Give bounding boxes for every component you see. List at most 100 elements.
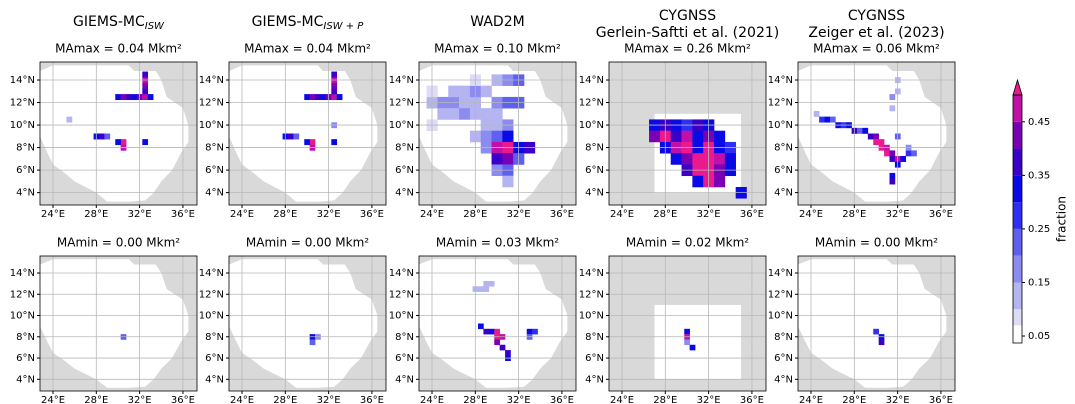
frame: [39, 255, 198, 392]
cell: [126, 94, 132, 101]
y-tick-label: 14°N: [389, 268, 414, 279]
colorbar-bin: [1013, 95, 1022, 122]
cell: [480, 130, 492, 143]
cell: [867, 133, 874, 140]
cell: [304, 94, 310, 101]
cell: [120, 94, 127, 101]
x-tick-label: 28°E: [273, 209, 297, 220]
x-tick-label: 24°E: [41, 395, 65, 404]
x-tick-label: 28°E: [842, 209, 866, 220]
colorbar-tick-label: 0.45: [1028, 117, 1050, 128]
cell: [692, 153, 704, 165]
cell: [293, 133, 300, 140]
subtitle: MAmin = 0.02 Mkm²: [626, 236, 749, 250]
cell: [499, 344, 506, 351]
cell: [147, 94, 154, 101]
x-tick-label: 32°E: [697, 209, 721, 220]
x-tick-label: 36°E: [550, 395, 574, 404]
colorbar-bin: [1013, 255, 1022, 283]
y-tick-label: 12°N: [579, 98, 604, 109]
x-tick-label: 32°E: [507, 395, 531, 404]
y-tick-label: 8°N: [585, 143, 604, 154]
x-tick-label: 24°E: [230, 209, 254, 220]
x-tick-label: 36°E: [171, 395, 195, 404]
y-tick-label: 12°N: [199, 289, 224, 300]
frame: [39, 61, 198, 206]
cell: [336, 94, 343, 101]
y-tick-label: 8°N: [16, 143, 35, 154]
cell: [670, 153, 682, 165]
frame: [797, 61, 956, 206]
y-tick-label: 6°N: [395, 353, 414, 364]
cell: [483, 280, 490, 287]
y-tick-label: 12°N: [768, 98, 793, 109]
cell: [526, 328, 533, 335]
cell: [459, 85, 471, 98]
y-tick-label: 14°N: [199, 75, 224, 86]
cell: [478, 286, 484, 292]
y-tick-label: 4°N: [774, 188, 793, 199]
cell: [692, 175, 704, 188]
map-panel: [798, 62, 955, 205]
cell: [889, 105, 896, 112]
cell: [142, 82, 149, 89]
cell: [115, 139, 121, 146]
x-tick-label: 36°E: [360, 395, 384, 404]
domain: [419, 259, 568, 388]
cell: [494, 339, 500, 346]
x-tick-label: 28°E: [463, 395, 487, 404]
x-tick-label: 28°E: [84, 395, 108, 404]
cell: [448, 108, 460, 120]
cell: [502, 153, 514, 165]
map-panel: [609, 256, 766, 391]
colorbar-tick-label: 0.35: [1028, 170, 1050, 181]
cell: [857, 127, 863, 134]
x-tick-label: 36°E: [929, 209, 953, 220]
cell: [878, 339, 885, 346]
cell: [491, 130, 503, 143]
cell: [309, 94, 316, 101]
cell: [288, 133, 294, 140]
subtitle: MAmin = 0.00 Mkm²: [815, 236, 938, 250]
y-tick-label: 10°N: [10, 120, 35, 131]
subtitle: MAmax = 0.06 Mkm²: [813, 42, 940, 56]
cell: [331, 88, 338, 95]
subtitle: MAmin = 0.03 Mkm²: [436, 236, 559, 250]
cell: [491, 153, 503, 165]
cell: [692, 130, 704, 143]
map-panel: [419, 256, 576, 391]
x-tick-label: 28°E: [653, 395, 677, 404]
x-tick-label: 32°E: [128, 395, 152, 404]
x-tick-label: 36°E: [171, 209, 195, 220]
y-tick-label: 4°N: [16, 188, 35, 199]
frame: [608, 61, 767, 206]
y-tick-label: 4°N: [585, 188, 604, 199]
cell: [873, 139, 879, 146]
cell: [649, 130, 661, 143]
cell: [681, 130, 693, 143]
y-tick-label: 12°N: [389, 289, 414, 300]
subtitle: MAmax = 0.04 Mkm²: [244, 42, 371, 56]
x-tick-label: 28°E: [84, 209, 108, 220]
y-tick-label: 12°N: [199, 98, 224, 109]
cell: [331, 82, 338, 89]
x-tick-label: 24°E: [420, 395, 444, 404]
x-tick-label: 32°E: [317, 209, 341, 220]
cell: [681, 153, 693, 165]
y-tick-label: 6°N: [16, 165, 35, 176]
cell: [873, 328, 879, 335]
y-tick-label: 12°N: [10, 289, 35, 300]
x-tick-label: 24°E: [610, 395, 634, 404]
y-tick-label: 8°N: [16, 332, 35, 343]
y-tick-label: 10°N: [199, 120, 224, 131]
cell: [889, 94, 896, 101]
cell: [884, 150, 890, 157]
x-tick-label: 32°E: [128, 209, 152, 220]
y-tick-label: 14°N: [768, 268, 793, 279]
y-tick-label: 14°N: [389, 75, 414, 86]
y-tick-label: 10°N: [768, 120, 793, 131]
map-panel: [40, 62, 197, 205]
y-tick-label: 14°N: [579, 75, 604, 86]
title-main: GIEMS-MC: [252, 14, 324, 30]
